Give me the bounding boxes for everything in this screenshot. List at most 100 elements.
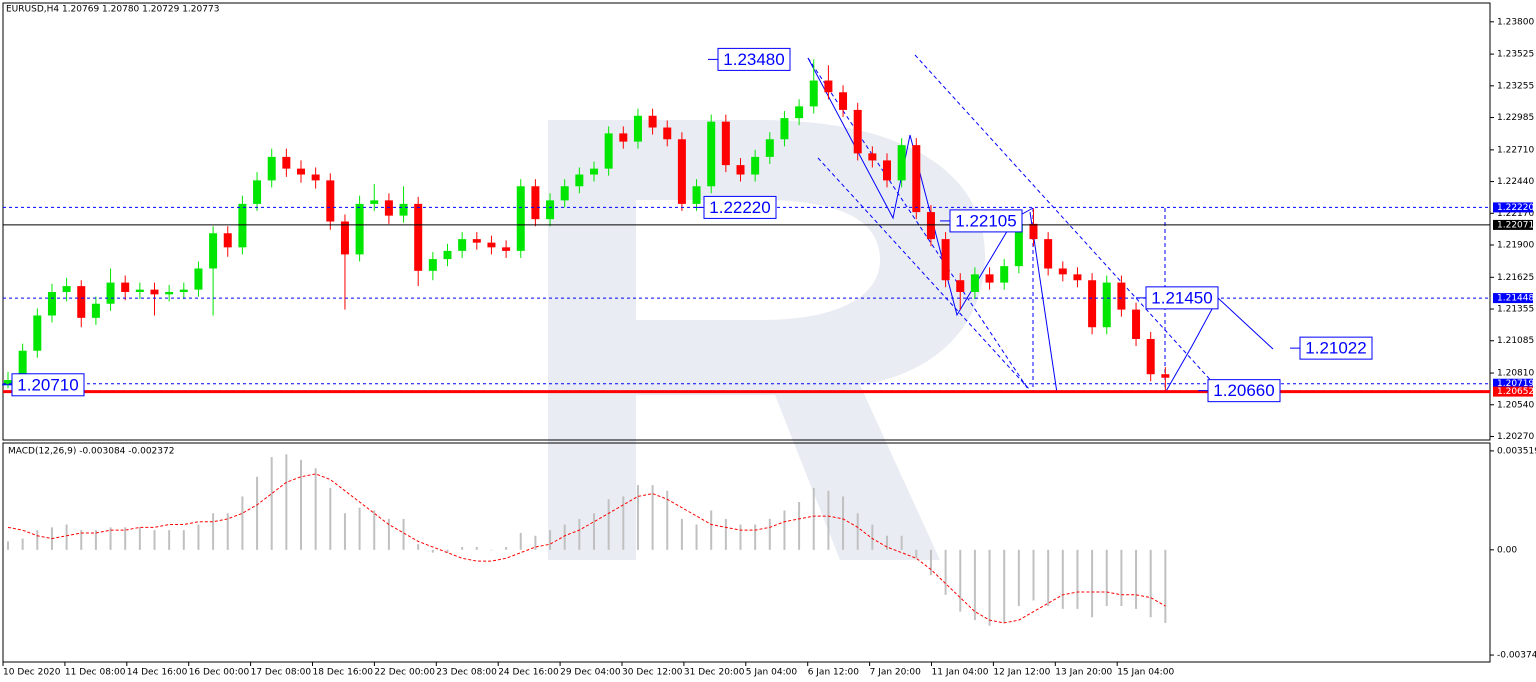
candle-body (692, 186, 701, 204)
macd-bar (94, 530, 97, 550)
macd-bar (358, 507, 361, 550)
macd-bar (636, 485, 639, 550)
x-tick-label: 13 Jan 20:00 (1055, 668, 1112, 678)
macd-bar (182, 530, 185, 550)
macd-bar (871, 524, 874, 550)
x-tick-label: 18 Dec 16:00 (313, 668, 374, 678)
candle-body (1029, 223, 1038, 240)
macd-bar (490, 549, 493, 551)
macd-title: MACD(12,26,9) -0.003084 -0.002372 (8, 447, 174, 457)
candle-body (238, 203, 247, 248)
candle-body (428, 259, 437, 271)
candle-body (370, 200, 379, 204)
macd-bar (944, 549, 947, 595)
candle-body (1014, 223, 1023, 267)
candle-body (458, 239, 467, 251)
annotation-label: 1.23480 (723, 50, 784, 69)
candle-body (853, 109, 862, 154)
candle-body (443, 250, 452, 260)
candle-body (941, 239, 950, 281)
macd-bar (827, 490, 830, 550)
y-tick-label: 1.22440 (1497, 177, 1534, 187)
macd-bar (1164, 549, 1167, 623)
price-label-box (1493, 386, 1533, 397)
macd-bar (739, 524, 742, 550)
x-tick-label: 11 Jan 04:00 (932, 668, 989, 678)
candle-body (18, 350, 27, 381)
candle-body (502, 247, 511, 251)
x-tick-label: 17 Dec 08:00 (251, 668, 312, 678)
macd-bar (959, 549, 962, 612)
x-tick-label: 11 Dec 08:00 (65, 668, 126, 678)
annotation-box (1207, 379, 1281, 403)
y-tick-label: 1.21900 (1497, 240, 1534, 250)
macd-bar (886, 535, 888, 550)
macd-bar (256, 476, 259, 550)
macd-bar (900, 535, 903, 550)
macd-bar (578, 518, 581, 550)
candle-body (340, 221, 349, 255)
x-tick-label: 30 Dec 12:00 (622, 668, 683, 678)
candle-body (839, 92, 848, 110)
annotation-box (703, 195, 777, 219)
candle-body (751, 156, 760, 175)
candle-body (926, 212, 935, 240)
macd-bar (856, 513, 859, 550)
macd-bar (1047, 549, 1050, 607)
macd-bar (1120, 549, 1123, 607)
candle-body (326, 180, 335, 222)
candle-body (135, 289, 144, 292)
candle-body (633, 115, 642, 142)
candle-body (253, 180, 262, 204)
annotation-box (949, 209, 1023, 233)
x-tick-label: 23 Dec 08:00 (436, 668, 497, 678)
y-tick-label: 1.20540 (1497, 400, 1534, 410)
candle-body (897, 145, 906, 181)
x-tick-label: 31 Dec 20:00 (684, 668, 745, 678)
watermark (548, 120, 985, 560)
candle-body (311, 174, 320, 181)
candle-body (1161, 374, 1170, 378)
y-tick-label: 1.22985 (1497, 113, 1534, 123)
macd-bar (138, 527, 141, 550)
candle-body (106, 282, 115, 304)
macd-bar (300, 459, 302, 550)
candle-body (1058, 268, 1067, 275)
candle-body (1146, 338, 1155, 375)
candle-body (91, 303, 100, 318)
candle-body (590, 168, 598, 175)
candle-body (1117, 282, 1126, 310)
candle-body (824, 80, 833, 93)
candle-body (1102, 282, 1111, 328)
candle-body (912, 145, 921, 213)
macd-panel (2, 442, 1491, 663)
macd-bar (270, 457, 273, 550)
macd-bar (593, 513, 595, 550)
x-tick-label: 22 Dec 00:00 (374, 668, 435, 678)
macd-bar (549, 530, 552, 550)
y-tick-label: 1.22710 (1497, 145, 1534, 155)
annotation-box (717, 47, 791, 71)
x-tick-label: 7 Jan 20:00 (870, 668, 922, 678)
candle-body (399, 203, 408, 216)
candle-body (956, 280, 965, 292)
annotation-box (1299, 336, 1373, 360)
candle-body (780, 118, 789, 140)
macd-bar (768, 518, 771, 550)
macd-bar (783, 510, 786, 550)
y-tick-label: 1.23255 (1497, 81, 1534, 91)
macd-bar (373, 510, 376, 550)
x-tick-label: 6 Jan 12:00 (808, 668, 860, 678)
candle-body (384, 200, 393, 216)
y-tick-label: 1.22170 (1497, 209, 1534, 219)
candle-body (33, 315, 42, 351)
price-label: 1.21448 (1497, 294, 1534, 304)
macd-bar (710, 510, 713, 550)
candle-body (267, 156, 276, 181)
candle-body (883, 160, 891, 181)
y-tick-label: 1.23525 (1497, 50, 1534, 60)
candle-body (765, 139, 774, 157)
candle-body (47, 291, 56, 316)
macd-bar (241, 496, 244, 550)
